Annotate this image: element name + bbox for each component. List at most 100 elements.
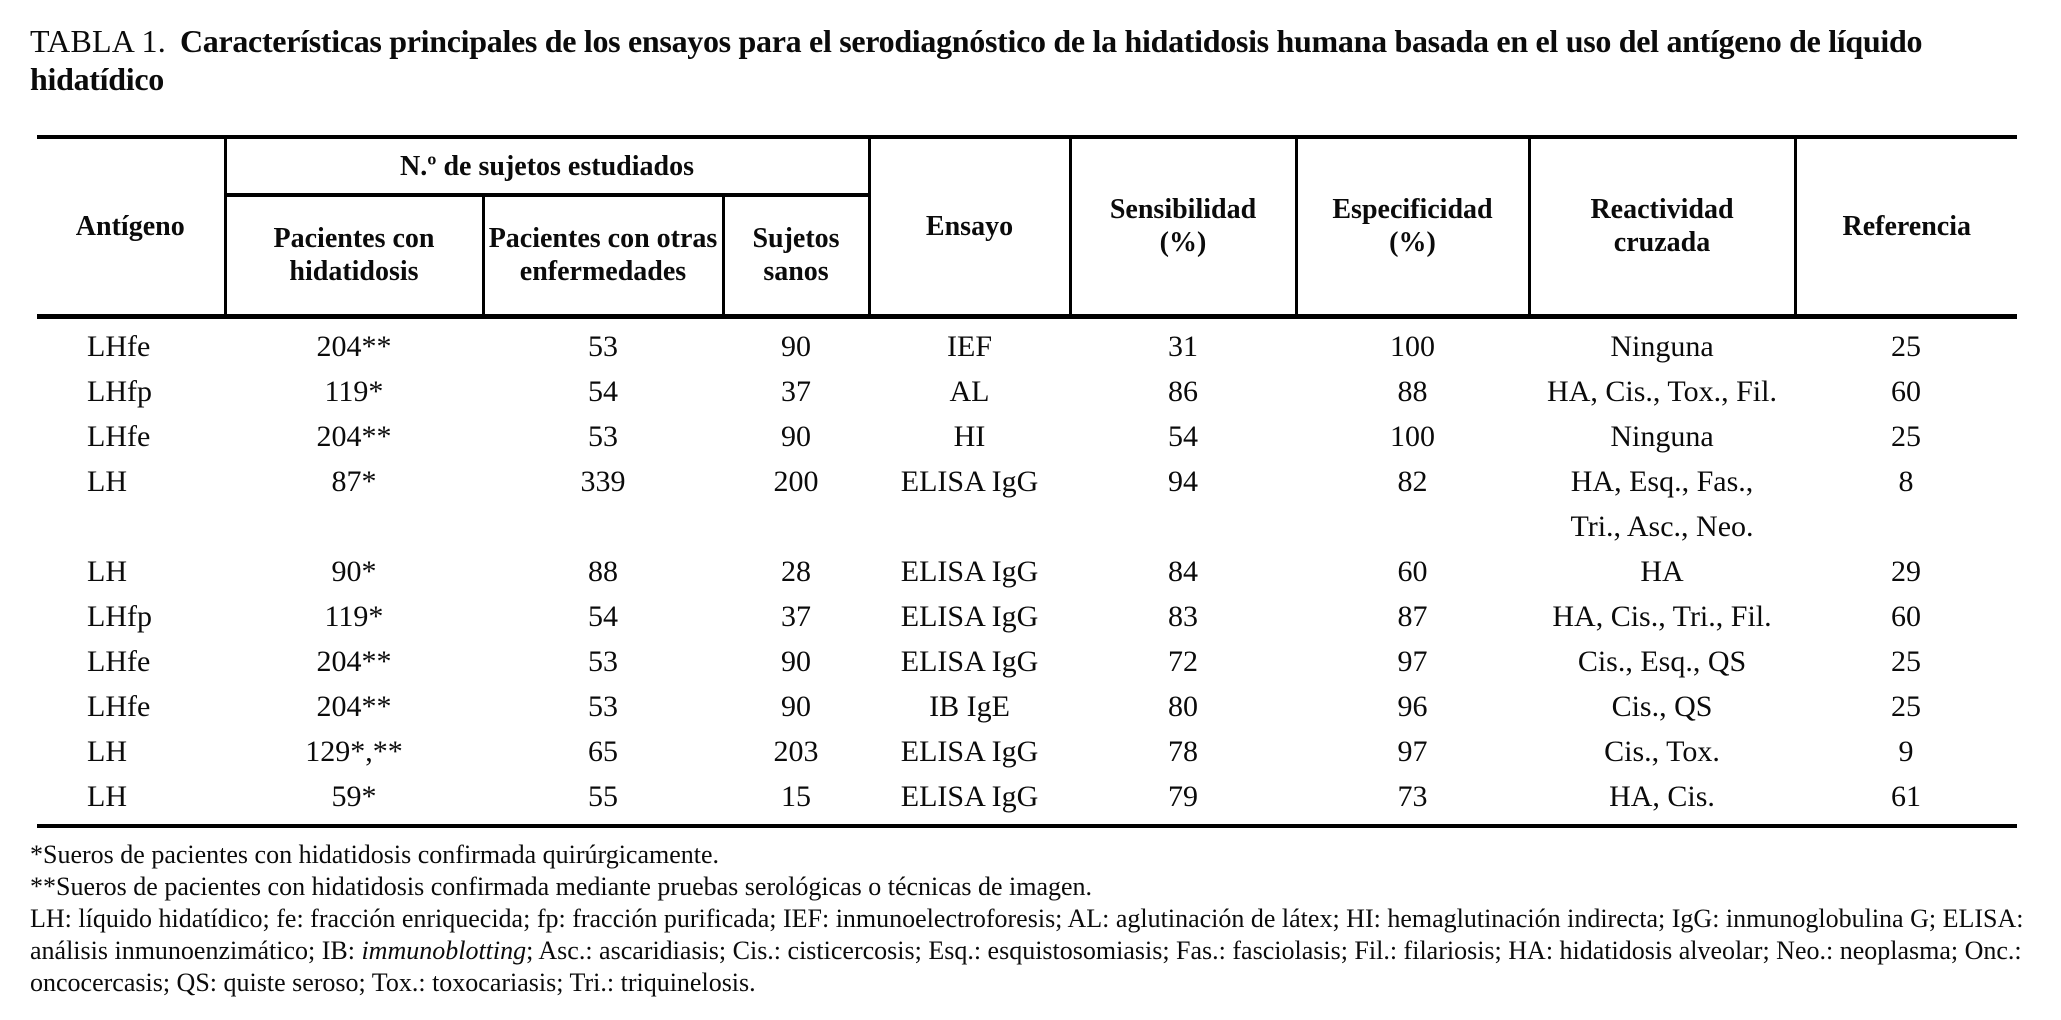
table-cell: Cis., Esq., QS bbox=[1577, 644, 1747, 678]
table-cell: ELISA IgG bbox=[900, 599, 1039, 633]
footnote-abbrev-pre: LH: líquido hidatídico; fe: fracción enr… bbox=[30, 904, 2024, 965]
table-cell: 339 bbox=[580, 464, 626, 498]
table-cell: 59* bbox=[225, 773, 483, 828]
footnote-abbrev-italic: immunoblotting bbox=[361, 936, 527, 965]
table-cell: 204** bbox=[316, 644, 392, 678]
col-header-sensibilidad-unit: (%) bbox=[1159, 227, 1207, 259]
table-cell: 15 bbox=[723, 773, 869, 828]
table-cell: LH bbox=[87, 554, 127, 588]
table-cell: 28 bbox=[781, 554, 811, 588]
table-cell: 60 bbox=[1891, 599, 1921, 633]
table-cell: 29 bbox=[1891, 554, 1921, 588]
table-cell: 55 bbox=[483, 773, 723, 828]
table-cell: 53 bbox=[588, 689, 618, 723]
table-cell: 9 bbox=[1898, 734, 1914, 768]
table-cell: 78 bbox=[1168, 734, 1198, 768]
table-cell: 129*,** bbox=[305, 734, 403, 768]
table-cell: 119* bbox=[324, 599, 384, 633]
col-header-group-sujetos: N.º de sujetos estudiados bbox=[225, 137, 871, 197]
footnote-single-asterisk: *Sueros de pacientes con hidatidosis con… bbox=[30, 840, 720, 869]
table-cell: 72 bbox=[1168, 644, 1198, 678]
col-header-pacientes-otras: Pacientes con otras enfermedades bbox=[483, 195, 725, 319]
table-row: LH 129*,** 65 203 ELISA IgG 78 97 Cis., … bbox=[37, 729, 2017, 774]
table-cell: 8 bbox=[1898, 464, 1914, 498]
table-cell: 25 bbox=[1891, 329, 1921, 363]
table-cell: LH bbox=[37, 773, 225, 828]
table-cell: HA, Cis., Tox., Fil. bbox=[1547, 374, 1777, 408]
table-row: LHfe 204** 53 90 HI 54 100 Ninguna 25 bbox=[37, 414, 2017, 459]
table-cell: HA, Esq., Fas., Tri., Asc., Neo. bbox=[1529, 459, 1795, 549]
table-cell: LHfe bbox=[87, 419, 151, 453]
table-cell: LHfe bbox=[87, 644, 151, 678]
table-cell: 94 bbox=[1168, 464, 1198, 498]
table-row: LHfp 119* 54 37 AL 86 88 HA, Cis., Tox.,… bbox=[37, 369, 2017, 414]
table-cell: AL bbox=[949, 374, 990, 408]
footnote-abbreviations: LH: líquido hidatídico; fe: fracción enr… bbox=[30, 903, 2040, 999]
table-cell: 90 bbox=[781, 644, 811, 678]
table-cell: 25 bbox=[1891, 644, 1921, 678]
table-cell: 79 bbox=[1070, 773, 1296, 828]
table-cell: ELISA IgG bbox=[900, 644, 1039, 678]
table-cell: 31 bbox=[1168, 329, 1198, 363]
table-cell: 96 bbox=[1397, 689, 1428, 723]
col-header-ensayo: Ensayo bbox=[869, 137, 1072, 319]
table-cell: LHfp bbox=[87, 599, 152, 633]
table-cell: 90 bbox=[781, 419, 811, 453]
cross-reactivity-multiline: HA, Esq., Fas., Tri., Asc., Neo. bbox=[1570, 464, 1754, 543]
table-cell: 97 bbox=[1397, 734, 1428, 768]
table-cell: HI bbox=[953, 419, 986, 453]
table-cell: 203 bbox=[773, 734, 819, 768]
table-cell: 200 bbox=[773, 464, 819, 498]
table-cell: LHfe bbox=[87, 689, 151, 723]
table-cell: 88 bbox=[588, 554, 618, 588]
table-cell: HA, Cis. bbox=[1529, 773, 1795, 828]
table-cell: IB IgE bbox=[929, 689, 1010, 723]
table-cell: LHfe bbox=[87, 329, 151, 363]
table-row: LH 59* 55 15 ELISA IgG 79 73 HA, Cis. 61 bbox=[37, 773, 2017, 828]
table-cell: HA bbox=[1640, 554, 1684, 588]
table-cell: LH bbox=[87, 734, 127, 768]
table-cell: 65 bbox=[588, 734, 618, 768]
table-cell: 54 bbox=[1168, 419, 1198, 453]
table-cell: ELISA IgG bbox=[900, 464, 1039, 498]
table-cell: 37 bbox=[781, 374, 811, 408]
footnote-double-asterisk: **Sueros de pacientes con hidatidosis co… bbox=[30, 872, 1093, 901]
table-cell: 90 bbox=[781, 329, 811, 363]
table-cell: 86 bbox=[1168, 374, 1198, 408]
table-row: LH 87* 339 200 ELISA IgG 94 82 HA, Esq.,… bbox=[37, 459, 2017, 549]
table-cell: Cis., QS bbox=[1611, 689, 1713, 723]
table-cell: ELISA IgG bbox=[869, 773, 1070, 828]
table-row: LHfe 204** 53 90 IEF 31 100 Ninguna 25 bbox=[37, 316, 2017, 369]
table-cell: 25 bbox=[1891, 689, 1921, 723]
col-header-especificidad-unit: (%) bbox=[1389, 227, 1436, 259]
table-cell: 73 bbox=[1296, 773, 1529, 828]
table-cell: Ninguna bbox=[1610, 329, 1714, 363]
table-cell: ELISA IgG bbox=[900, 554, 1039, 588]
col-header-sensibilidad: Sensibilidad (%) bbox=[1070, 137, 1298, 319]
table-cell: 83 bbox=[1168, 599, 1198, 633]
table-cell: 204** bbox=[316, 329, 392, 363]
table-cell: ELISA IgG bbox=[900, 734, 1039, 768]
col-header-especificidad-label: Especificidad bbox=[1332, 194, 1493, 226]
table-row: LHfp 119* 54 37 ELISA IgG 83 87 HA, Cis.… bbox=[37, 594, 2017, 639]
table-cell: 82 bbox=[1397, 464, 1428, 498]
table-body: LHfe 204** 53 90 IEF 31 100 Ninguna 25 L… bbox=[37, 316, 2017, 828]
table-cell: 60 bbox=[1397, 554, 1428, 588]
table-cell: 204** bbox=[316, 689, 392, 723]
table-cell: 119* bbox=[324, 374, 384, 408]
table-cell: 37 bbox=[781, 599, 811, 633]
table-cell: 54 bbox=[588, 374, 618, 408]
footnote-abbrev-post: ; Asc.: ascaridiasis; Cis.: cisticercosi… bbox=[30, 936, 2022, 997]
table-cell: 53 bbox=[588, 419, 618, 453]
table-cell: Cis., Tox. bbox=[1604, 734, 1720, 768]
col-header-sujetos-sanos: Sujetos sanos bbox=[723, 195, 871, 319]
table-cell: 25 bbox=[1891, 419, 1921, 453]
table-cell: LHfp bbox=[87, 374, 152, 408]
table-cell: Ninguna bbox=[1610, 419, 1714, 453]
table-cell: 54 bbox=[588, 599, 618, 633]
table-cell: 60 bbox=[1891, 374, 1921, 408]
caption-text: Características principales de los ensay… bbox=[30, 23, 1923, 97]
footnotes: *Sueros de pacientes con hidatidosis con… bbox=[30, 839, 2040, 999]
col-header-pacientes-hidatidosis: Pacientes con hidatidosis bbox=[225, 195, 485, 319]
col-header-reactividad: Reactividad cruzada bbox=[1529, 137, 1797, 319]
